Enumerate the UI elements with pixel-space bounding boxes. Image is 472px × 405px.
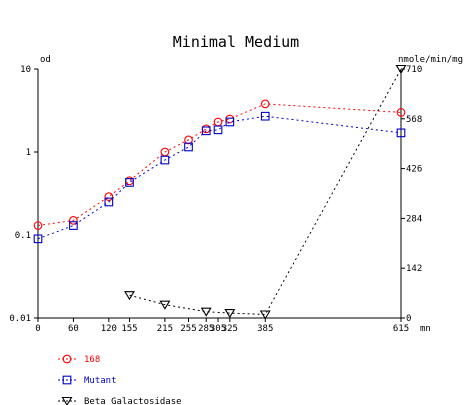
data-point bbox=[69, 221, 78, 230]
data-point bbox=[33, 221, 43, 230]
data-point bbox=[396, 108, 406, 117]
legend-item: Beta Galactosidase bbox=[58, 396, 182, 405]
left-axis-unit: od bbox=[40, 55, 51, 65]
data-point bbox=[125, 178, 134, 187]
data-point bbox=[33, 234, 43, 244]
x-tick-label: 305 bbox=[210, 324, 226, 334]
data-point bbox=[259, 310, 271, 320]
data-point bbox=[260, 111, 270, 121]
left-tick-label: 0.01 bbox=[9, 314, 31, 324]
data-point bbox=[201, 126, 211, 136]
data-point bbox=[225, 117, 235, 127]
legend-label: 168 bbox=[84, 355, 100, 365]
series-layer bbox=[33, 64, 407, 320]
series-mutant bbox=[33, 111, 406, 244]
data-point bbox=[395, 64, 407, 75]
x-tick-label: 285 bbox=[198, 324, 214, 334]
x-tick-label: 615 bbox=[393, 324, 409, 334]
x-tick-label: 215 bbox=[157, 324, 173, 334]
data-point bbox=[104, 192, 114, 201]
data-point bbox=[159, 300, 171, 310]
x-tick-label: 120 bbox=[101, 324, 117, 334]
data-point bbox=[61, 396, 73, 405]
left-axis-ticks: 0.01 0.1 1 10 bbox=[9, 65, 38, 324]
series-beta-galactosidase bbox=[124, 64, 407, 320]
series-line bbox=[129, 68, 402, 316]
right-tick-label: 284 bbox=[406, 214, 422, 224]
legend: 168 Mutant Beta Galactosidase bbox=[58, 354, 182, 405]
data-point bbox=[224, 309, 236, 319]
x-tick-label: 385 bbox=[257, 324, 273, 334]
legend-item: Mutant bbox=[58, 375, 117, 386]
right-axis-ticks: 0 142 284 426 568 710 bbox=[401, 65, 422, 324]
right-tick-label: 426 bbox=[406, 165, 422, 175]
series-line bbox=[37, 115, 402, 240]
x-axis-unit: mn bbox=[420, 324, 431, 334]
legend-item: 168 bbox=[58, 354, 100, 365]
data-point bbox=[184, 142, 193, 152]
x-tick-label: 0 bbox=[35, 324, 40, 334]
data-point bbox=[160, 155, 170, 165]
data-point bbox=[104, 197, 114, 207]
data-point bbox=[396, 128, 406, 138]
legend-label: Mutant bbox=[84, 376, 117, 386]
x-tick-label: 155 bbox=[121, 324, 137, 334]
right-tick-label: 142 bbox=[406, 264, 422, 274]
chart-title: Minimal Medium bbox=[173, 33, 299, 51]
data-point bbox=[201, 124, 211, 134]
data-point bbox=[69, 216, 78, 225]
data-point bbox=[124, 291, 135, 301]
data-point bbox=[200, 307, 212, 317]
x-tick-label: 255 bbox=[180, 324, 196, 334]
data-point bbox=[260, 99, 270, 109]
x-tick-label: 325 bbox=[222, 324, 238, 334]
right-tick-label: 568 bbox=[406, 115, 422, 125]
series-168 bbox=[33, 99, 406, 230]
x-tick-label: 60 bbox=[68, 324, 79, 334]
left-tick-label: 1 bbox=[26, 148, 31, 158]
series-line bbox=[37, 103, 402, 227]
left-tick-label: 10 bbox=[20, 65, 31, 75]
data-point bbox=[62, 354, 72, 364]
legend-label: Beta Galactosidase bbox=[84, 397, 182, 405]
right-axis-unit: nmole/min/mg bbox=[398, 55, 463, 65]
left-tick-label: 0.1 bbox=[15, 231, 31, 241]
data-point bbox=[213, 125, 223, 135]
data-point bbox=[62, 375, 72, 385]
right-tick-label: 710 bbox=[406, 65, 422, 75]
right-tick-label: 0 bbox=[406, 314, 411, 324]
